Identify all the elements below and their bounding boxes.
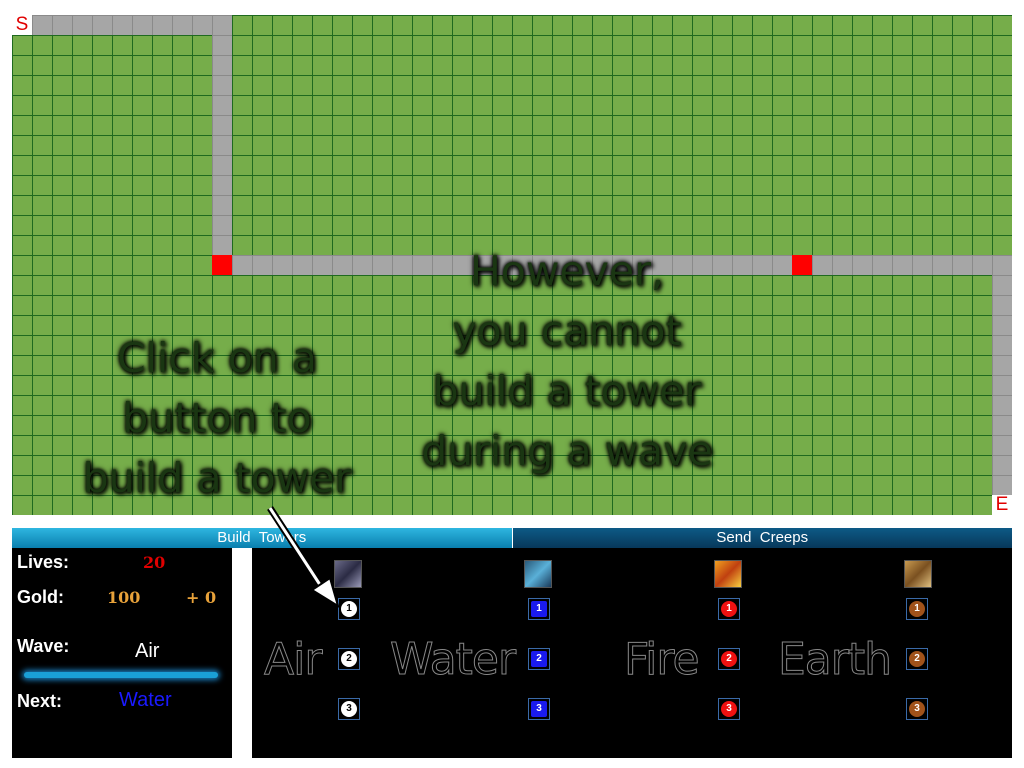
build-water-tower-2[interactable]: 2: [528, 648, 550, 670]
creep-path: [212, 15, 232, 275]
tier-ball: 2: [721, 651, 737, 667]
build-fire-tower-3[interactable]: 3: [718, 698, 740, 720]
tier-ball: 3: [341, 701, 357, 717]
tutorial-build-hint: Click on a button to build a tower: [72, 328, 362, 508]
gold-value: 100: [107, 588, 141, 607]
build-air-tower-3[interactable]: 3: [338, 698, 360, 720]
build-air-tower-2[interactable]: 2: [338, 648, 360, 670]
tier-ball: 1: [531, 601, 547, 617]
tier-ball: 3: [909, 701, 925, 717]
end-marker: E: [992, 495, 1012, 515]
tier-ball: 3: [721, 701, 737, 717]
wave-label: Wave:: [17, 636, 70, 656]
build-earth-tower-2[interactable]: 2: [906, 648, 928, 670]
tier-ball: 2: [341, 651, 357, 667]
element-name-water: Water: [389, 634, 516, 686]
tier-ball: 1: [341, 601, 357, 617]
tutorial-line: build a tower: [82, 454, 352, 502]
air-icon: [334, 560, 362, 588]
tutorial-line: button to: [122, 394, 312, 442]
fire-icon: [714, 560, 742, 588]
build-air-tower-1[interactable]: 1: [338, 598, 360, 620]
build-water-tower-3[interactable]: 3: [528, 698, 550, 720]
game-board[interactable]: S E Click on a button to build a tower H…: [12, 15, 1012, 515]
build-fire-tower-2[interactable]: 2: [718, 648, 740, 670]
tutorial-line: Click on a: [117, 334, 317, 382]
tutorial-line: you cannot: [452, 307, 682, 355]
build-earth-tower-3[interactable]: 3: [906, 698, 928, 720]
creep-path: [992, 255, 1012, 495]
tutorial-line: during a wave: [421, 427, 713, 475]
tutorial-line: However,: [469, 247, 665, 295]
path-waypoint: [792, 255, 812, 275]
next-wave-value: Water: [119, 689, 172, 711]
tier-ball: 3: [531, 701, 547, 717]
tower-build-panel: Air Water Fire Earth 1 2 3 1 2 3 1 2 3 1…: [252, 548, 1012, 758]
wave-progress-bar: [24, 672, 218, 678]
tutorial-line: build a tower: [432, 367, 702, 415]
next-label: Next:: [17, 691, 63, 711]
tab-build-towers[interactable]: Build Towers: [12, 528, 512, 548]
wave-value: Air: [135, 640, 160, 662]
panel-tabs: Build Towers Send Creeps: [12, 528, 1012, 548]
earth-icon: [904, 560, 932, 588]
element-name-air: Air: [263, 634, 322, 686]
build-water-tower-1[interactable]: 1: [528, 598, 550, 620]
water-icon: [524, 560, 552, 588]
stats-panel: Lives: 20 Gold: 100 + 0 Wave: Air Next: …: [12, 548, 232, 758]
start-marker: S: [12, 15, 32, 35]
lives-label: Lives:: [17, 552, 70, 572]
creep-path: [32, 15, 232, 35]
gold-label: Gold:: [17, 587, 64, 607]
tier-ball: 1: [909, 601, 925, 617]
tier-ball: 2: [531, 651, 547, 667]
element-name-earth: Earth: [778, 634, 893, 686]
gold-income: + 0: [186, 588, 217, 607]
path-waypoint: [212, 255, 232, 275]
tier-ball: 2: [909, 651, 925, 667]
lives-value: 20: [143, 553, 166, 572]
tab-send-creeps[interactable]: Send Creeps: [511, 528, 1012, 548]
tier-ball: 1: [721, 601, 737, 617]
build-fire-tower-1[interactable]: 1: [718, 598, 740, 620]
element-name-fire: Fire: [624, 634, 701, 686]
tutorial-wave-hint: However, you cannot build a tower during…: [412, 241, 722, 481]
build-earth-tower-1[interactable]: 1: [906, 598, 928, 620]
creep-path: [212, 255, 1012, 275]
